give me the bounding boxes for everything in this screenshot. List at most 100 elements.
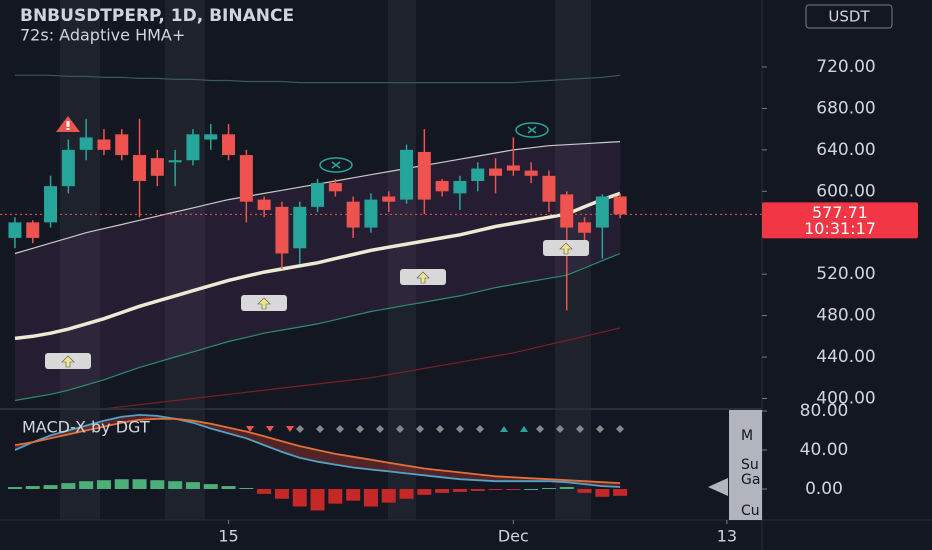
histogram-bar xyxy=(79,481,94,489)
histogram-bar xyxy=(185,482,200,489)
y-tick-label: 680.00 xyxy=(816,98,875,118)
candle-body xyxy=(293,206,307,249)
candle-body xyxy=(560,194,574,228)
macd-line xyxy=(14,413,621,488)
candle-body xyxy=(204,134,218,140)
histogram-bar xyxy=(524,488,539,490)
histogram-bar xyxy=(452,488,467,492)
histogram-bar xyxy=(168,481,183,489)
candle-body xyxy=(222,134,236,156)
y-tick-label: 400.00 xyxy=(816,388,875,408)
session-shading xyxy=(60,0,591,520)
x-tick-label: Dec xyxy=(498,527,529,546)
band-line xyxy=(105,327,621,408)
side-label: Ga xyxy=(741,472,760,488)
histogram-bar xyxy=(363,488,378,507)
candle-body xyxy=(578,222,592,233)
histogram-bar xyxy=(114,479,129,489)
axes: 400.00 440.00 480.00 520.00 600.00 640.00 680.… xyxy=(218,57,918,546)
histogram-bar xyxy=(132,479,147,489)
y-tick-label: 40.00 xyxy=(800,440,849,460)
currency-box[interactable] xyxy=(805,4,893,29)
histogram-bar xyxy=(470,488,485,491)
candle-body xyxy=(453,180,467,194)
x-tick-label: 15 xyxy=(218,527,238,546)
last-price-label: 577.71 xyxy=(812,203,868,222)
candle-body xyxy=(328,183,342,192)
histogram-bar xyxy=(613,488,628,496)
band-line xyxy=(15,74,621,84)
candle-body xyxy=(382,196,396,202)
candle-body xyxy=(275,206,289,254)
candle-body xyxy=(257,199,271,210)
histogram-bar xyxy=(292,488,307,507)
candle-body xyxy=(417,151,431,200)
candle-body xyxy=(8,222,22,238)
macd-line xyxy=(14,417,621,484)
y-tick-label: 720.00 xyxy=(816,57,875,77)
hma-line xyxy=(14,191,621,341)
side-panel-pointer xyxy=(708,478,728,496)
y-tick-label: 520.00 xyxy=(816,264,875,284)
candle-body xyxy=(435,180,449,192)
candle-body xyxy=(150,158,164,176)
cross-badge xyxy=(515,122,549,138)
countdown-label: 10:31:17 xyxy=(804,219,876,238)
y-tick-label: 640.00 xyxy=(816,140,875,160)
histogram-bar xyxy=(150,480,165,489)
y-tick-label: 80.00 xyxy=(800,401,849,421)
candle-body xyxy=(471,168,485,181)
candle-body xyxy=(61,149,75,187)
cross-badge xyxy=(319,157,353,173)
histogram-bar xyxy=(488,488,503,490)
x-tick-label: 13 xyxy=(717,527,737,546)
buy-badge xyxy=(400,269,446,285)
histogram-bar xyxy=(61,483,76,489)
candle-body xyxy=(346,201,360,228)
band-line xyxy=(14,252,621,402)
candle-body xyxy=(311,183,325,207)
last-price-box xyxy=(762,202,918,239)
candle-body xyxy=(239,155,253,202)
candle-body xyxy=(506,165,520,171)
histogram-bar xyxy=(274,488,289,499)
macd-pane xyxy=(7,413,628,511)
candle-body xyxy=(168,160,182,163)
macd-signal-row xyxy=(246,425,624,433)
histogram-bar xyxy=(346,488,361,501)
histogram-bar xyxy=(7,487,22,489)
currency-label[interactable]: USDT xyxy=(828,8,870,26)
candle-body xyxy=(613,196,627,215)
macd-title: MACD-X by DGT xyxy=(22,418,150,437)
candle-body xyxy=(44,186,58,223)
band-fill xyxy=(14,141,621,401)
y-tick-label: 0.00 xyxy=(805,479,843,499)
histogram-bar xyxy=(577,488,592,493)
side-label: Cu xyxy=(741,503,760,519)
histogram-bar xyxy=(43,485,58,489)
buy-badge xyxy=(543,240,589,256)
histogram-bar xyxy=(559,487,574,489)
histogram-bar xyxy=(506,488,521,490)
histogram-bar xyxy=(239,488,254,490)
candle-body xyxy=(133,155,147,181)
candle-body xyxy=(489,168,503,176)
side-label: M xyxy=(741,428,753,444)
histogram-bar xyxy=(399,488,414,499)
histogram-bar xyxy=(328,488,343,504)
histogram-bar xyxy=(595,488,610,497)
candle-body xyxy=(542,175,556,202)
y-tick-label: 480.00 xyxy=(816,306,875,326)
histogram-bar xyxy=(417,488,432,495)
buy-badge xyxy=(45,353,91,369)
histogram-bar xyxy=(96,480,111,489)
histogram-bar xyxy=(435,488,450,493)
histogram-bar xyxy=(310,488,325,511)
candle-body xyxy=(595,196,609,228)
candle-body xyxy=(97,139,111,150)
candle-body xyxy=(524,170,538,176)
